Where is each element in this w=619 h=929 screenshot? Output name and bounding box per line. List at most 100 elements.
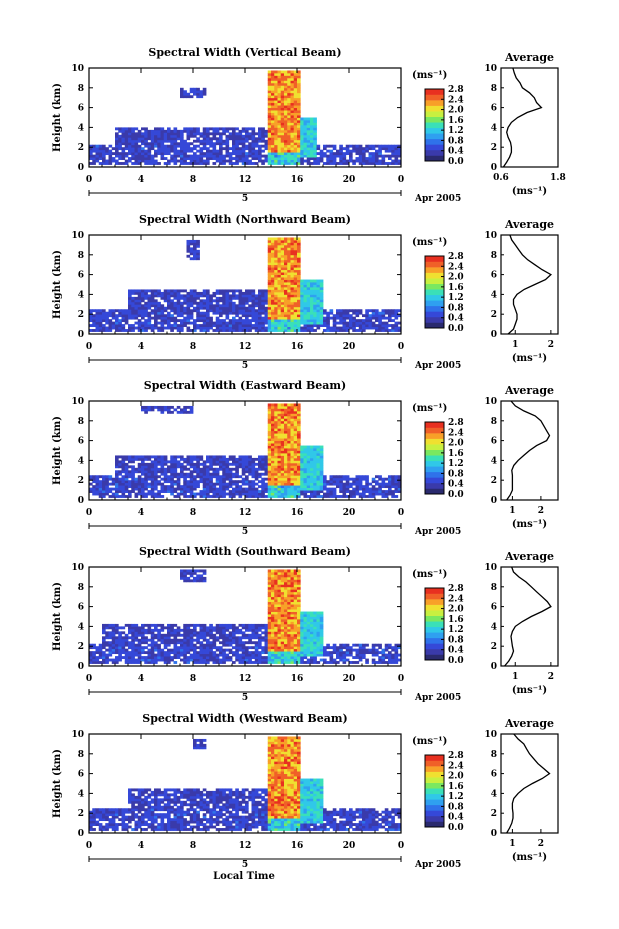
heatmap-cell [277, 443, 282, 446]
heatmap-cell [147, 301, 152, 305]
heatmap-cell [300, 117, 304, 121]
heatmap-cell [267, 423, 272, 427]
heatmap-cell [245, 460, 249, 464]
heatmap-cell [287, 242, 291, 246]
heatmap-cell [186, 467, 191, 471]
colorbar-swatch [425, 111, 444, 117]
heatmap-cell [141, 470, 145, 474]
heatmap-cell [261, 144, 265, 148]
heatmap-cell [258, 134, 262, 138]
heatmap-cell [202, 92, 207, 96]
heatmap-cell [186, 641, 191, 645]
heatmap-cell [141, 326, 145, 330]
heatmap-cell [297, 282, 301, 285]
heatmap-cell [193, 480, 197, 484]
heatmap-cell [212, 137, 217, 141]
heatmap-cell [310, 324, 314, 327]
heatmap-cell [235, 462, 239, 466]
heatmap-cell [329, 157, 334, 160]
heatmap-cell [147, 462, 152, 466]
colorbar-swatch [425, 272, 444, 279]
heatmap-cell [154, 319, 158, 323]
heatmap-cell [297, 92, 301, 96]
heatmap-cell [225, 316, 230, 320]
heatmap-cell [167, 299, 171, 303]
heatmap-cell [163, 457, 168, 461]
heatmap-cell [394, 152, 399, 156]
heatmap-cell [271, 475, 275, 479]
heatmap-cell [313, 316, 317, 320]
heatmap-cell [274, 80, 278, 84]
heatmap-cell [303, 314, 308, 318]
colorbar-tick-label: 2.4 [448, 262, 464, 272]
x-tick-label: 8 [190, 342, 196, 352]
heatmap-cell [391, 329, 395, 332]
heatmap-cell [280, 324, 285, 327]
heatmap-cell [277, 100, 282, 104]
heatmap-cell [245, 159, 249, 163]
heatmap-cell [371, 326, 376, 330]
heatmap-cell [362, 326, 366, 330]
heatmap-cell [160, 410, 165, 414]
heatmap-cell [267, 119, 272, 123]
heatmap-cell [89, 477, 93, 481]
heatmap-cell [258, 159, 262, 163]
heatmap-cell [173, 149, 178, 153]
heatmap-cell [147, 296, 152, 300]
heatmap-cell [267, 314, 272, 318]
heatmap-cell [176, 137, 181, 141]
heatmap-cell [144, 623, 148, 627]
heatmap-cell [293, 291, 298, 295]
heatmap-cell [306, 154, 311, 158]
heatmap-cell [388, 147, 392, 151]
heatmap-cell [219, 460, 223, 464]
heatmap-cell [352, 492, 356, 496]
heatmap-cell [157, 306, 161, 310]
heatmap-cell [319, 291, 324, 295]
heatmap-cell [345, 485, 350, 489]
heatmap-cell [108, 643, 113, 647]
heatmap-cell [384, 311, 389, 315]
heatmap-cell [280, 107, 285, 111]
heatmap-cell [160, 329, 165, 332]
heatmap-cell [180, 658, 184, 662]
heatmap-cell [196, 252, 200, 256]
heatmap-cell [297, 72, 301, 76]
heatmap-cell [365, 311, 369, 315]
heatmap-cell [287, 87, 291, 91]
heatmap-cell [202, 90, 207, 94]
heatmap-cell [189, 311, 194, 315]
heatmap-cell [121, 316, 126, 320]
heatmap-cell [163, 134, 168, 138]
heatmap-cell [215, 462, 220, 466]
heatmap-cell [336, 309, 340, 313]
heatmap-cell [173, 134, 178, 138]
heatmap-cell [228, 306, 233, 310]
heatmap-cell [271, 418, 275, 422]
heatmap-cell [121, 482, 126, 486]
heatmap-cell [358, 482, 363, 486]
heatmap-cell [391, 490, 395, 493]
heatmap-cell [267, 137, 272, 141]
heatmap-cell [128, 492, 132, 496]
heatmap-cell [183, 571, 187, 575]
heatmap-cell [134, 316, 139, 320]
heatmap-cell [102, 628, 106, 632]
heatmap-cell [141, 457, 145, 461]
heatmap-cell [115, 636, 119, 640]
heatmap-cell [124, 658, 129, 662]
heatmap-cell [170, 314, 174, 318]
heatmap-cell [277, 122, 282, 126]
heatmap-cell [280, 425, 285, 429]
heatmap-cell [277, 291, 282, 295]
heatmap-cell [274, 115, 278, 118]
heatmap-cell [264, 132, 269, 136]
heatmap-cell [154, 646, 158, 650]
heatmap-cell [290, 117, 295, 121]
average-y-tick-label: 6 [491, 271, 497, 281]
heatmap-cell [170, 470, 174, 474]
heatmap-cell [391, 159, 395, 163]
heatmap-cell [251, 324, 256, 327]
heatmap-cell [212, 470, 217, 474]
heatmap-cell [196, 470, 200, 474]
